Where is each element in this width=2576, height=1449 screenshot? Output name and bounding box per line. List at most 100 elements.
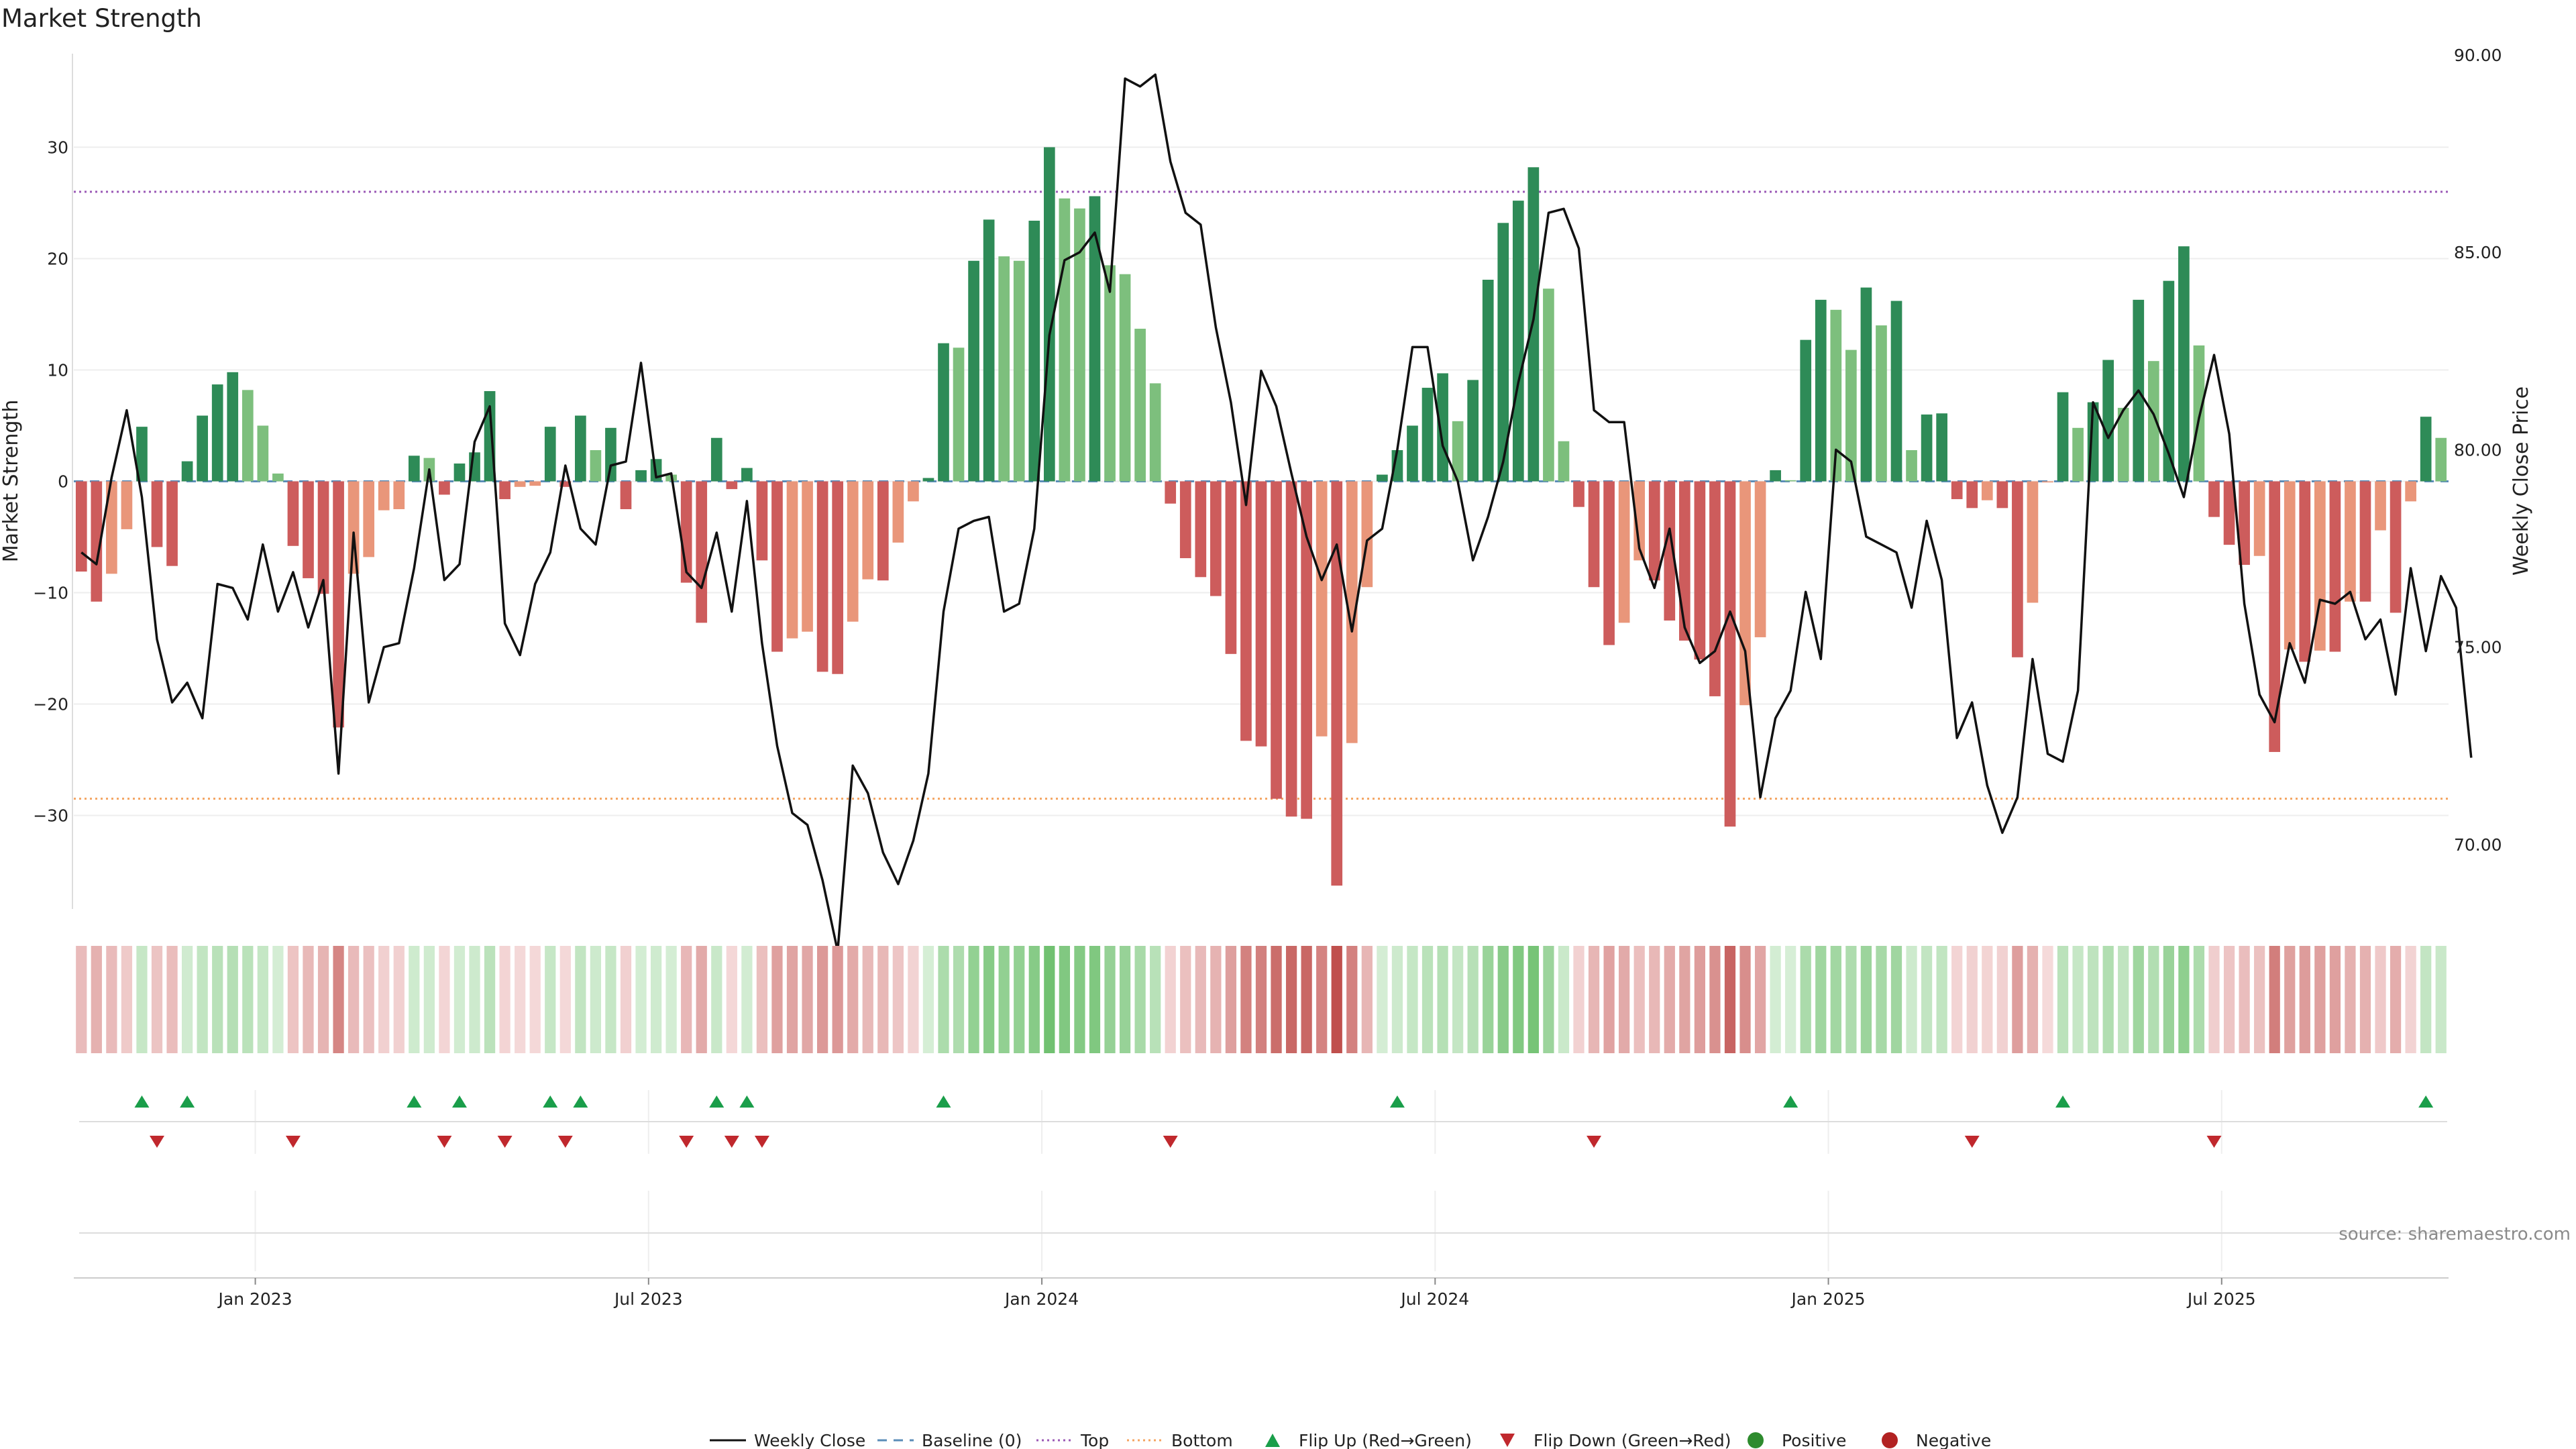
flip-markers-panel [79,1090,2447,1271]
heat-cell [1452,946,1464,1053]
flip-up-marker [709,1095,724,1108]
heat-cell [635,946,647,1053]
heat-cell [439,946,450,1053]
strength-bar [1664,481,1676,621]
heat-cell [998,946,1010,1053]
strength-bar [514,481,526,487]
legend-flip-down-icon [1500,1434,1515,1447]
strength-bar [756,481,768,561]
strength-bar [1936,413,1947,482]
x-tick-label: Jan 2024 [1004,1289,1079,1309]
flip-up-marker [451,1095,467,1108]
heat-cell [2435,946,2447,1053]
legend-label: Negative [1916,1431,1991,1449]
heat-cell [1754,946,1766,1053]
heat-cell [862,946,873,1053]
heat-cell [1815,946,1827,1053]
x-tick-label: Jan 2025 [1790,1289,1865,1309]
heat-cell [1467,946,1479,1053]
heat-cell [1951,946,1963,1053]
heat-cell [922,946,934,1053]
strength-bar [2359,481,2371,602]
strength-bar [1543,288,1554,482]
strength-bar [211,384,223,482]
strength-bar [151,481,163,547]
strength-bar [1043,147,1055,482]
flip-down-marker [437,1136,452,1148]
heat-cell [348,946,360,1053]
strength-bar [1996,481,2008,508]
heat-cell [2284,946,2296,1053]
strength-bar [347,481,360,574]
heat-cell [1210,946,1222,1053]
strength-bar [771,481,783,652]
strength-bar [227,372,239,482]
strength-bar [922,478,934,482]
strength-bar [1377,474,1388,482]
x-tick-label: Jul 2025 [2186,1289,2256,1309]
heat-cell [287,946,299,1053]
strength-bar [408,455,420,482]
chart-title: Market Strength [1,4,202,33]
strength-bar [1391,450,1403,482]
heat-cell [1527,946,1539,1053]
heat-cell [590,946,602,1053]
strength-bar [1119,274,1131,482]
strength-bar [453,463,466,482]
heat-cell [938,946,949,1053]
heat-cell [2359,946,2371,1053]
heat-cell [1059,946,1070,1053]
flip-up-marker [739,1095,755,1108]
heat-cell [2390,946,2402,1053]
strength-bar [1784,480,1796,482]
strength-bar [317,481,329,594]
strength-bar [166,481,178,566]
strength-bar [1754,481,1766,637]
heat-cell [2012,946,2023,1053]
heat-cell [2163,946,2174,1053]
strength-bar [75,481,87,572]
strength-bar [2420,417,2432,482]
heat-cell [2269,946,2280,1053]
strength-bar [2072,427,2084,482]
legend-label: Positive [1782,1431,1846,1449]
heat-cell [605,946,616,1053]
flip-up-marker [573,1095,588,1108]
heat-cell [197,946,208,1053]
strength-bar [1709,481,1721,696]
left-axis-ticks: 30 20 10 0 −10 −20 −30 [33,138,68,825]
strength-bar [1966,481,1978,508]
heat-cell [968,946,979,1053]
heat-cell [2239,946,2250,1053]
heat-cell [877,946,889,1053]
heat-cell [847,946,859,1053]
heat-cell [303,946,314,1053]
strength-bar [287,481,299,546]
heat-cell [2102,946,2114,1053]
strength-bar [1316,481,1328,737]
strength-bar [378,481,390,511]
strength-bar [241,390,254,482]
strength-bar [832,481,844,674]
strength-bar [136,427,148,482]
flip-up-marker [407,1095,422,1108]
heat-cell [91,946,102,1053]
strength-bar [1331,481,1343,886]
heat-cell [106,946,117,1053]
heat-cell [121,946,133,1053]
heat-cell [2254,946,2265,1053]
y-tick-label: 20 [47,249,68,268]
strength-bar [2147,361,2159,482]
strength-bar [696,481,708,623]
strength-bar [1890,301,1902,482]
heat-cell [650,946,662,1053]
strength-bar [1195,481,1207,578]
heat-cell [378,946,390,1053]
legend-label: Baseline (0) [922,1431,1022,1449]
strength-bar [106,481,117,574]
flip-up-marker [936,1095,951,1108]
strength-heat-strip [76,946,2447,1053]
heat-cell [2133,946,2144,1053]
strength-bar [1285,481,1297,817]
strength-bars [75,147,2447,886]
